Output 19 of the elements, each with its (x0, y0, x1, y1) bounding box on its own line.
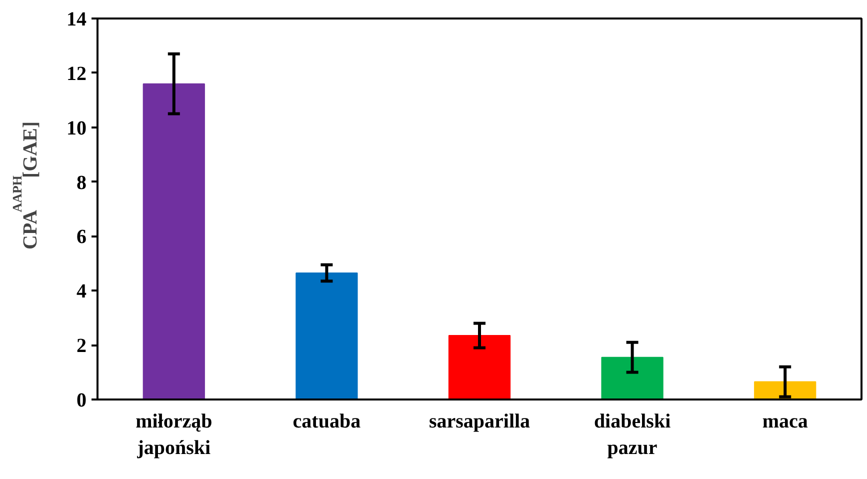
bar (601, 356, 664, 400)
bar (296, 272, 358, 400)
y-tick-label: 8 (76, 172, 86, 194)
bar (754, 381, 816, 400)
x-tick-label: maca (762, 410, 808, 432)
y-tick-label: 6 (76, 226, 86, 248)
bar (142, 83, 205, 400)
y-tick-label: 12 (66, 62, 86, 85)
x-tick-label: catuaba (292, 410, 361, 432)
y-tick-label: 0 (76, 390, 86, 412)
x-tick-label: miłorząb japoński (136, 410, 212, 459)
y-tick-label: 10 (66, 117, 86, 140)
bar (448, 335, 511, 400)
x-tick-label: diabelski pazur (594, 410, 672, 459)
y-axis-title: CPAAAPH [GAE] (10, 121, 42, 250)
y-tick-label: 4 (76, 280, 86, 303)
x-tick-label: sarsaparilla (428, 410, 530, 432)
y-tick-label: 14 (66, 8, 86, 30)
y-tick-label: 2 (76, 335, 86, 358)
